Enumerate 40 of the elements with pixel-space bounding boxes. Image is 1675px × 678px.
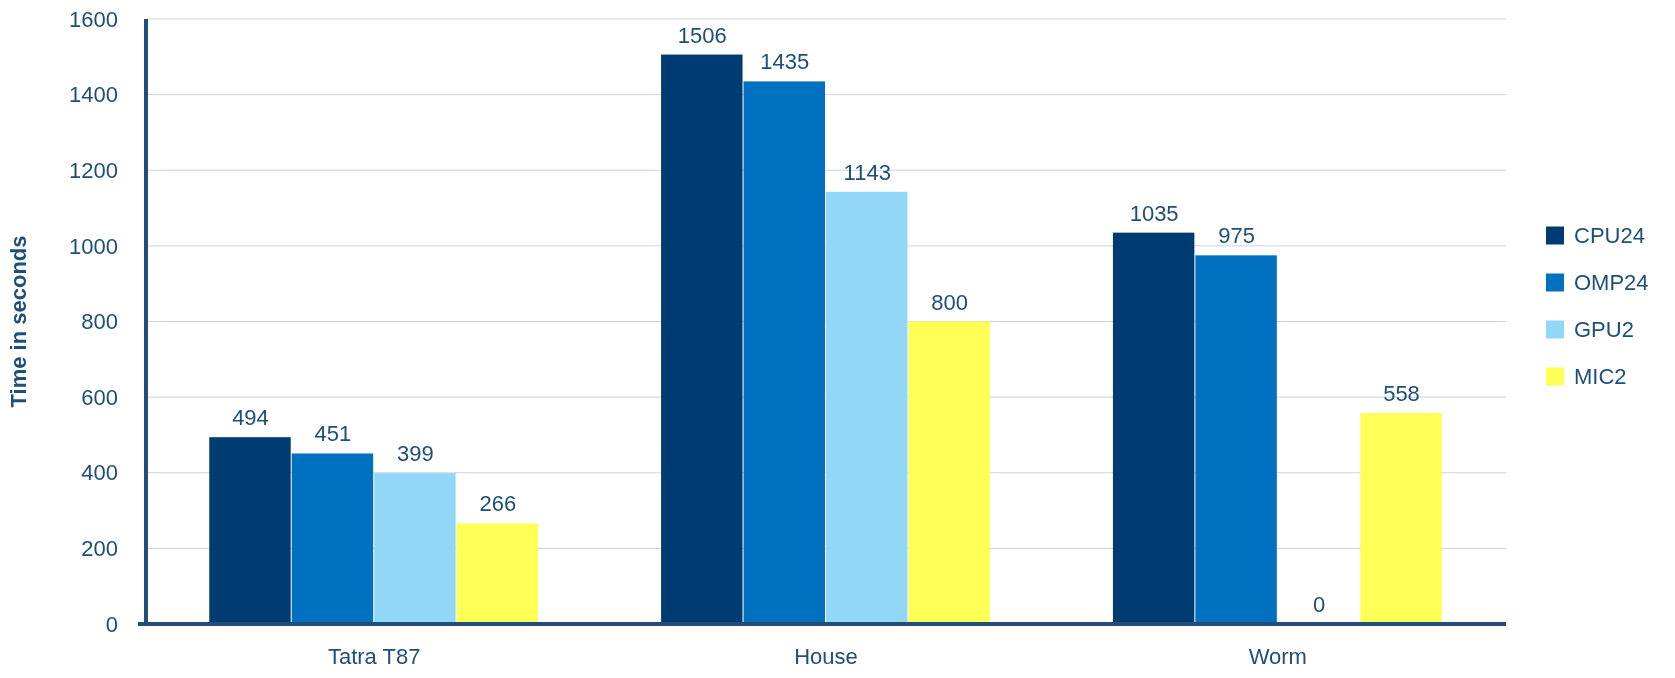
data-label: 399 (397, 441, 434, 467)
y-tick-label: 800 (81, 309, 118, 335)
x-tick-label: Tatra T87 (327, 644, 421, 669)
y-tick-label: 1000 (69, 233, 118, 259)
data-label: 975 (1218, 223, 1255, 249)
data-label: 558 (1383, 381, 1420, 407)
y-tick-label: 1600 (69, 6, 118, 32)
data-label: 451 (314, 421, 352, 447)
bar (743, 81, 825, 624)
data-label: 1143 (843, 159, 891, 185)
bar (456, 523, 539, 624)
bar (908, 321, 990, 624)
data-label: 1435 (760, 49, 810, 75)
bar (1195, 255, 1277, 624)
legend-label: GPU2 (1574, 317, 1634, 343)
y-tick-label: 1400 (69, 82, 118, 108)
bar (826, 191, 908, 624)
data-label: 0 (1312, 592, 1326, 617)
legend-label: OMP24 (1574, 270, 1649, 296)
x-tick-label: Worm (1248, 644, 1307, 669)
bar (1360, 413, 1442, 624)
y-tick-label: 1200 (69, 157, 118, 183)
y-tick-label: 200 (81, 536, 118, 562)
y-tick-label: 0 (105, 611, 118, 637)
y-axis-title: Time in seconds (6, 235, 31, 408)
data-label: 266 (479, 491, 517, 517)
y-tick-label: 400 (81, 460, 118, 486)
legend-label: CPU24 (1574, 223, 1645, 249)
y-tick-label: 600 (81, 384, 118, 410)
data-label: 1035 (1129, 200, 1179, 226)
bar (209, 437, 291, 624)
data-label: 494 (232, 405, 269, 431)
bar (291, 453, 374, 624)
bar (374, 473, 456, 624)
bar (661, 54, 743, 624)
x-tick-label: House (794, 644, 858, 669)
data-label: 1506 (677, 22, 727, 48)
data-label: 800 (931, 289, 969, 315)
legend-label: MIC2 (1574, 364, 1627, 390)
bar (1112, 232, 1195, 624)
